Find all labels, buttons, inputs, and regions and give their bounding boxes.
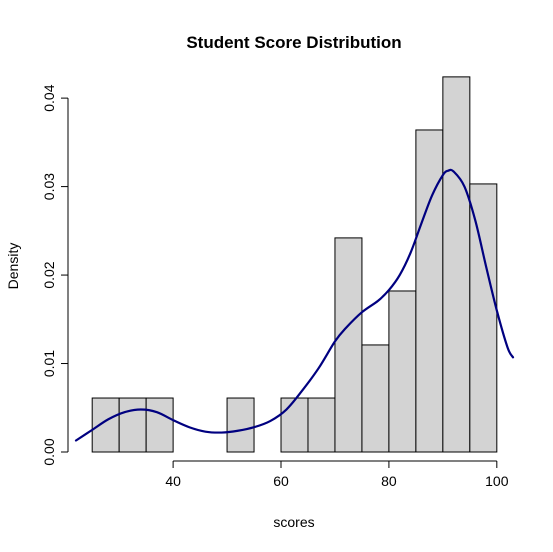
x-axis-label: scores [273, 514, 314, 530]
y-tick-label: 0.03 [41, 173, 57, 200]
y-axis-label: Density [5, 243, 21, 290]
y-tick-label: 0.04 [41, 84, 57, 111]
histogram-bar [307, 397, 336, 453]
histogram-bar [280, 397, 309, 453]
histogram-bar [361, 344, 390, 453]
y-axis: 0.00 0.01 0.02 0.03 0.04 [41, 84, 69, 466]
histogram-bar [334, 237, 363, 453]
density-curve [74, 168, 515, 442]
histogram-bar [118, 397, 147, 453]
histogram-bar [145, 397, 174, 453]
histogram-bar [469, 183, 498, 453]
histogram-bar [91, 397, 120, 453]
x-tick-label: 80 [381, 473, 397, 489]
histogram-bar [388, 290, 417, 453]
chart-title: Student Score Distribution [186, 33, 401, 52]
x-tick-label: 100 [485, 473, 509, 489]
histogram-bar [442, 76, 471, 453]
density-layer [74, 168, 515, 442]
y-tick-label: 0.01 [41, 350, 57, 377]
x-tick-label: 40 [165, 473, 181, 489]
bars-layer [91, 76, 498, 453]
histogram-bar [226, 397, 255, 453]
y-tick-label: 0.00 [41, 438, 57, 465]
y-tick-label: 0.02 [41, 261, 57, 288]
x-tick-label: 60 [273, 473, 289, 489]
histogram-bar [415, 129, 444, 453]
x-axis: 40 60 80 100 [165, 460, 509, 489]
